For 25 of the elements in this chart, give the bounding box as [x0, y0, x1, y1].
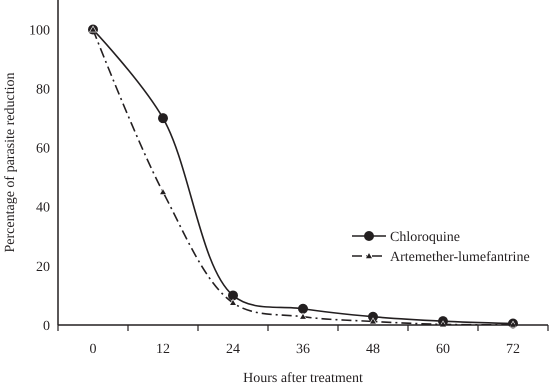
y-tick-label: 0 [43, 318, 50, 334]
x-tick-label: 36 [296, 342, 310, 357]
point [228, 290, 238, 300]
y-tick-label: 80 [36, 82, 50, 98]
x-axis-title: Hours after treatment [243, 371, 363, 386]
y-tick-label: 100 [29, 23, 50, 38]
point [158, 113, 168, 124]
y-tick-label: 20 [36, 260, 50, 275]
point [299, 312, 307, 320]
legend-label: Chloroquine [390, 230, 460, 245]
x-tick-label: 0 [90, 342, 96, 357]
point [369, 318, 377, 324]
point [229, 299, 237, 306]
x-tick-label: 72 [506, 342, 520, 357]
x-tick-label: 60 [436, 342, 450, 357]
x-tick-label: 48 [366, 342, 380, 357]
y-tick-label: 60 [36, 142, 50, 157]
point [298, 304, 308, 314]
point [159, 188, 167, 195]
legend-label: Artemether-lumefantrine [390, 250, 530, 265]
y-tick-label: 40 [36, 200, 50, 216]
point [89, 26, 97, 32]
x-tick-label: 24 [226, 342, 240, 357]
x-tick-label: 12 [156, 342, 170, 357]
y-axis-title: Percentage of parasite reduction [3, 72, 18, 252]
